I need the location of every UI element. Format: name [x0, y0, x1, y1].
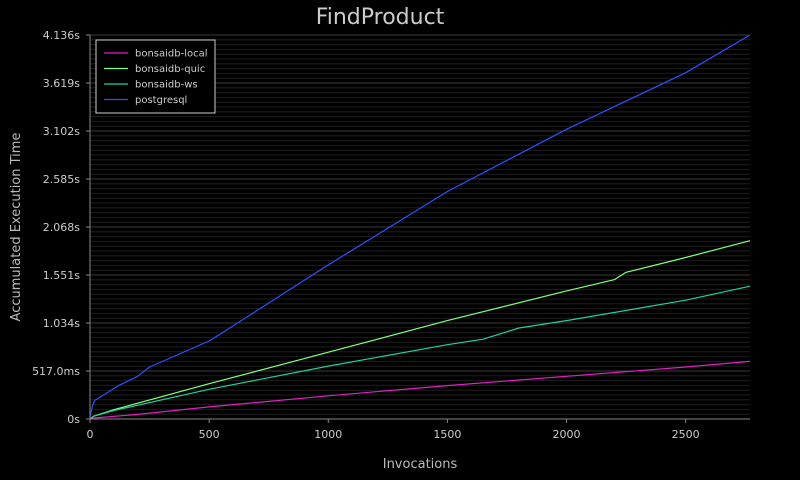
- x-axis-title: Invocations: [383, 457, 458, 472]
- x-axis-ticks: 0 500 1000 1500 2000 2500: [87, 419, 700, 441]
- y-tick-label: 1.034s: [43, 317, 80, 330]
- y-tick-label: 1.551s: [43, 269, 80, 282]
- y-tick-label: 3.619s: [43, 77, 80, 90]
- y-axis-ticks: 0s 517.0ms 1.034s 1.551s 2.068s 2.585s 3.102s 3…: [32, 29, 90, 426]
- y-tick-label: 2.585s: [43, 173, 80, 186]
- y-tick-label: 3.102s: [43, 125, 80, 138]
- y-tick-label: 2.068s: [43, 221, 80, 234]
- x-tick-label: 0: [87, 428, 94, 441]
- legend: bonsaidb-local bonsaidb-quic bonsaidb-ws po…: [95, 39, 216, 114]
- legend-box: [95, 39, 216, 114]
- y-tick-label: 517.0ms: [32, 365, 80, 378]
- series-lines: [89, 34, 751, 420]
- chart-title: FindProduct: [316, 5, 445, 30]
- legend-label-postgresql: postgresql: [135, 95, 187, 106]
- x-tick-label: 1000: [314, 428, 342, 441]
- legend-label-bonsaidb-ws: bonsaidb-ws: [135, 80, 198, 91]
- series-line-bonsaidb-local: [89, 360, 751, 420]
- y-tick-label: 4.136s: [43, 29, 80, 42]
- series-line-postgresql: [89, 34, 751, 418]
- x-tick-label: 2000: [553, 428, 581, 441]
- y-axis-title: Accumulated Execution Time: [9, 133, 24, 322]
- x-tick-label: 500: [199, 428, 220, 441]
- x-tick-label: 2500: [672, 428, 700, 441]
- x-tick-label: 1500: [433, 428, 461, 441]
- legend-label-bonsaidb-local: bonsaidb-local: [135, 49, 208, 60]
- series-line-bonsaidb-ws: [89, 285, 751, 420]
- y-tick-label: 0s: [67, 413, 80, 426]
- legend-label-bonsaidb-quic: bonsaidb-quic: [135, 64, 205, 75]
